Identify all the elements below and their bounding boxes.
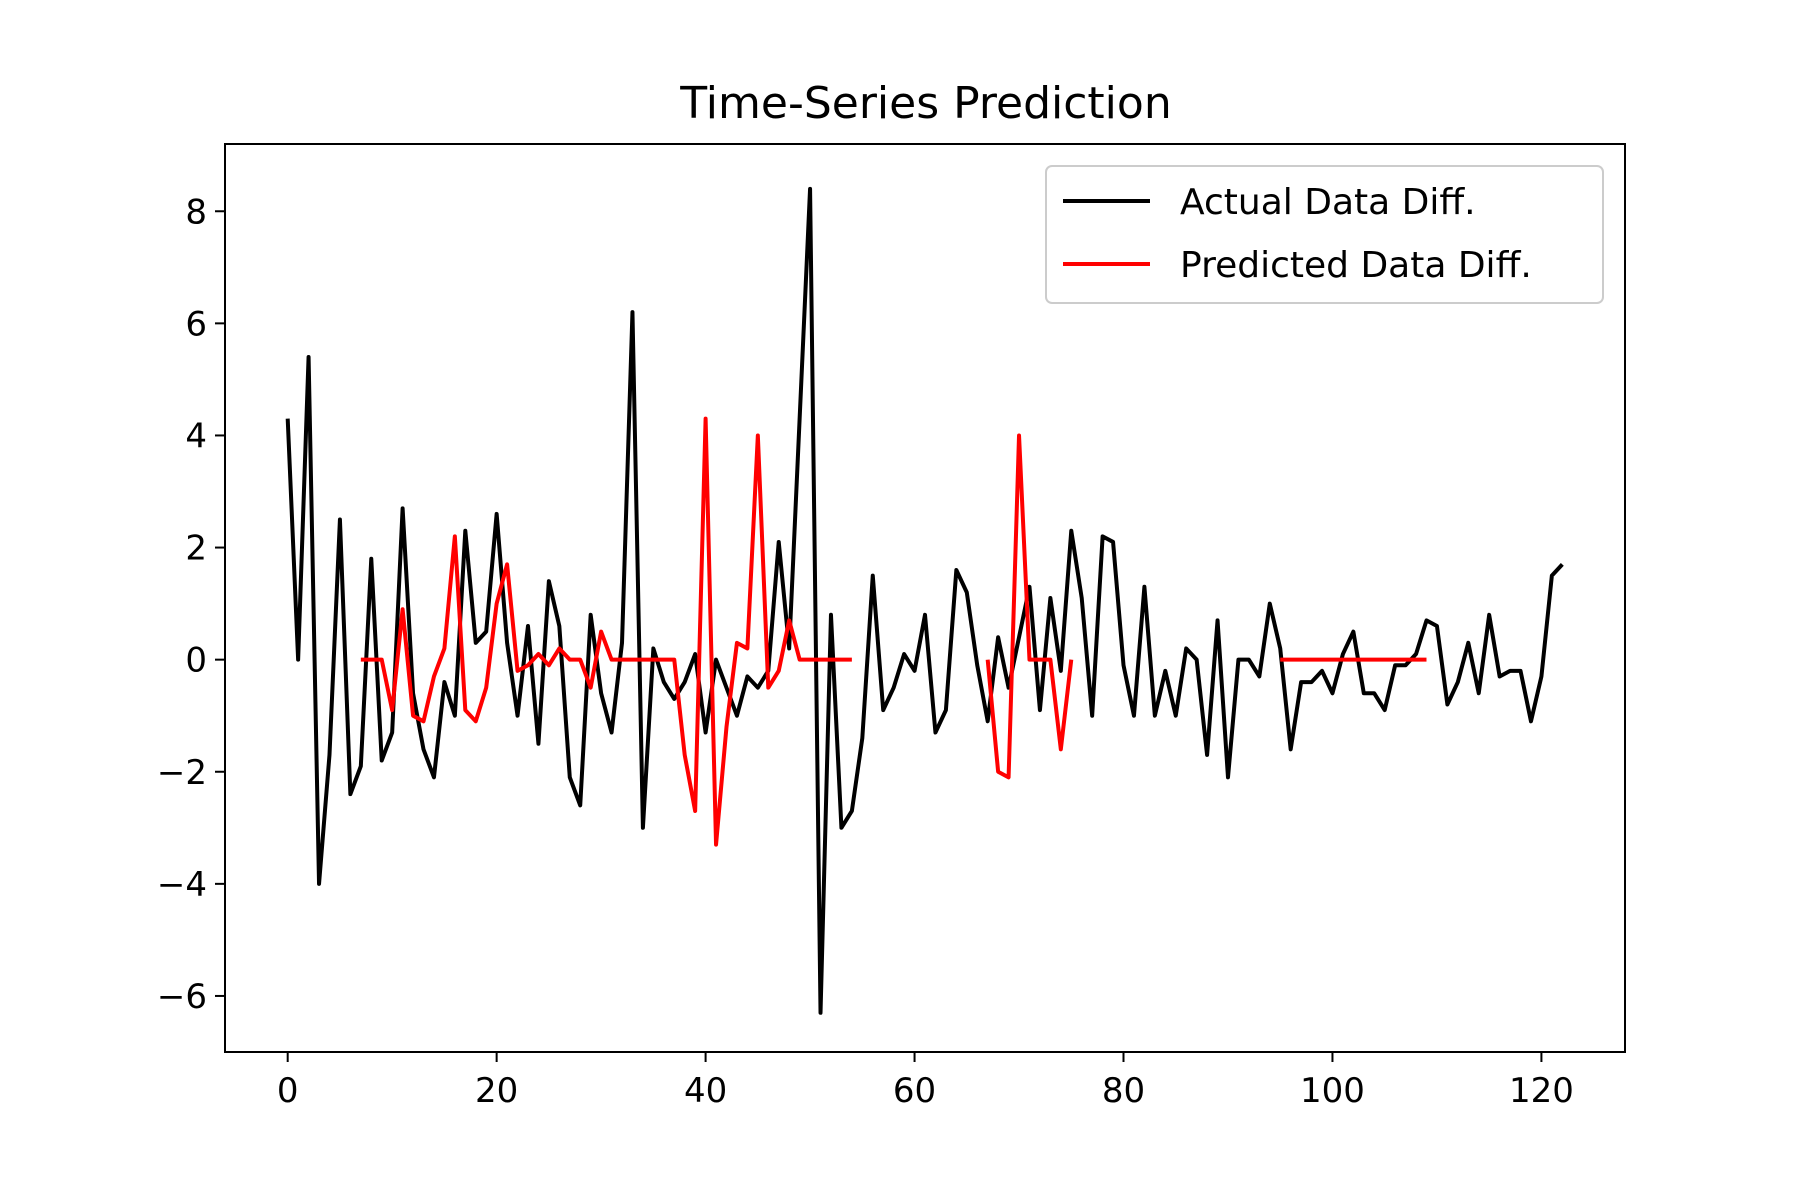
legend-box [1045, 165, 1604, 304]
y-axis: −6 −4 −2 0 2 4 6 8 [157, 192, 225, 1017]
y-tick-label: 4 [185, 416, 207, 456]
chart-title: Time-Series Prediction [679, 78, 1171, 129]
legend: Actual Data Diff. Predicted Data Diff. [1045, 165, 1604, 304]
actual-data-diff-line [285, 186, 1564, 1015]
y-tick-label: −6 [157, 977, 207, 1017]
y-tick-label: −4 [157, 865, 207, 905]
y-tick-label: 8 [185, 192, 207, 232]
y-tick-label: −2 [157, 753, 207, 793]
legend-label-actual: Actual Data Diff. [1180, 182, 1476, 223]
x-tick-label: 100 [1300, 1071, 1365, 1111]
x-tick-label: 80 [1102, 1071, 1145, 1111]
x-axis: 0 20 40 60 80 100 120 [277, 1052, 1574, 1111]
y-tick-label: 2 [185, 529, 207, 569]
x-tick-label: 20 [475, 1071, 518, 1111]
predicted-data-diff-line-segment-1 [360, 416, 852, 847]
x-tick-label: 120 [1509, 1071, 1574, 1111]
x-tick-label: 40 [684, 1071, 727, 1111]
series-layer [285, 186, 1564, 1015]
y-tick-label: 0 [185, 641, 207, 681]
legend-label-predicted: Predicted Data Diff. [1180, 245, 1532, 286]
plot-frame [224, 143, 1626, 1053]
x-tick-label: 60 [893, 1071, 936, 1111]
predicted-data-diff-line-segment-2 [985, 433, 1074, 780]
x-tick-label: 0 [277, 1071, 299, 1111]
y-tick-label: 6 [185, 304, 207, 344]
